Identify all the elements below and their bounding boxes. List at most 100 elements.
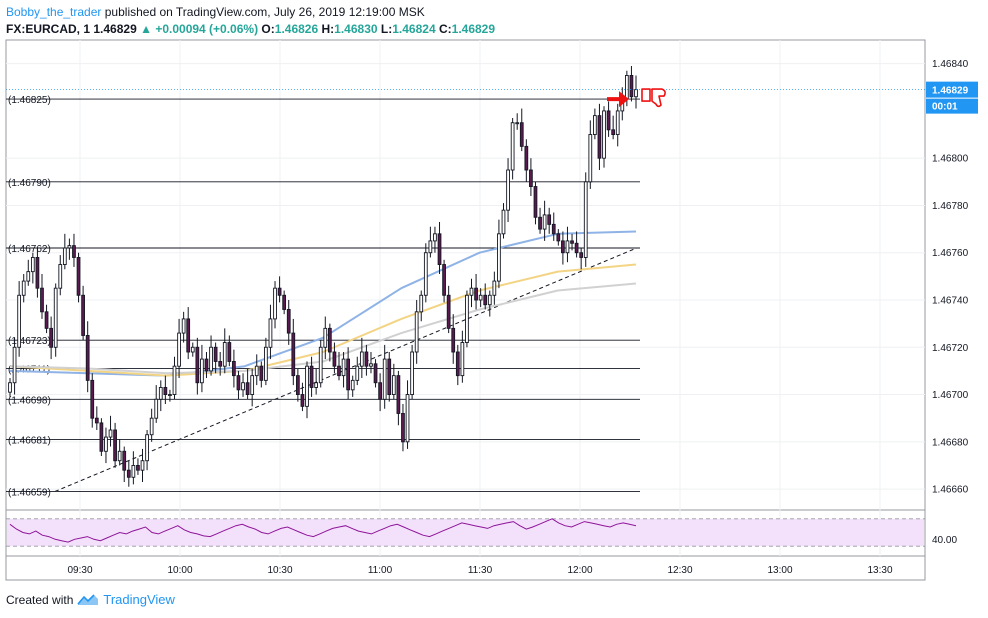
candle (35, 248, 40, 298)
candle (561, 231, 565, 265)
close-label: C: (438, 22, 452, 36)
y-tick-label: 1.46660 (932, 485, 969, 496)
high-value: 1.46830 (334, 22, 378, 36)
candle-body (510, 122, 515, 171)
candle-body (122, 450, 127, 471)
y-tick-label: 1.46720 (932, 343, 969, 354)
candle-body (542, 214, 547, 230)
candle (58, 255, 63, 296)
level-label: (1.46659) (8, 487, 51, 498)
candle-body (53, 287, 58, 348)
candle-body (624, 75, 629, 100)
author-link[interactable]: Bobby_the_trader (6, 5, 102, 19)
candle-body (634, 89, 638, 98)
candle (282, 290, 287, 315)
x-tick-label: 13:00 (767, 565, 792, 576)
candle-body (104, 436, 108, 452)
candle (327, 323, 332, 362)
ohlc-legend: FX:EURCAD, 1 1.46829 ▲ +0.00094 (+0.06%)… (6, 22, 495, 36)
candle (565, 226, 570, 263)
candle (583, 172, 588, 267)
candle (268, 304, 273, 360)
low-label: L: (380, 22, 393, 36)
candle-body (378, 382, 382, 400)
high-label: H: (321, 22, 335, 36)
candle (209, 335, 213, 376)
trendline[interactable] (54, 247, 637, 492)
fast-moving-average (9, 230, 637, 377)
candle (533, 181, 538, 225)
candle (309, 356, 314, 397)
y-tick-label: 1.46760 (932, 248, 969, 259)
candle (497, 219, 501, 289)
candle (401, 404, 405, 452)
candle-body (264, 346, 268, 381)
candle (181, 311, 186, 343)
candle (501, 203, 506, 239)
candle-body (327, 327, 332, 353)
level-label: (1.46762) (8, 244, 51, 255)
candle-body (455, 351, 460, 377)
candle (245, 368, 250, 400)
candle (17, 281, 22, 357)
tradingview-brand-link[interactable]: TradingView (103, 592, 175, 607)
candle-body (474, 287, 478, 301)
x-tick-label: 10:00 (167, 565, 192, 576)
candle-body (314, 382, 319, 388)
candle (236, 370, 241, 400)
candles (8, 66, 638, 487)
candle (99, 418, 104, 456)
candle-body (186, 318, 191, 353)
candle-body (254, 365, 259, 377)
candle-body (286, 309, 291, 334)
candle (163, 375, 168, 404)
candle-body (72, 245, 76, 258)
candle-body (8, 382, 12, 393)
candle-body (410, 351, 414, 395)
candle-body (158, 387, 163, 400)
candle-body (364, 351, 369, 367)
candle-body (44, 311, 49, 329)
close-value: 1.46829 (451, 22, 496, 36)
candle-body (451, 327, 456, 353)
symbol-label[interactable]: FX:EURCAD, 1 (6, 22, 91, 36)
candle-body (442, 264, 446, 296)
candle (8, 378, 12, 397)
footer: Created with TradingView (6, 592, 175, 607)
candle (136, 458, 140, 475)
candle (76, 252, 81, 303)
candle (158, 380, 163, 412)
candle (72, 233, 76, 267)
y-tick-label: 1.46700 (932, 390, 969, 401)
candle-body (21, 280, 26, 296)
candle-body (446, 294, 451, 329)
axes: 09:30 10:00 10:30 11:00 11:30 12:00 12:30 13:00… (67, 59, 968, 576)
candle-body (282, 294, 287, 310)
candle (615, 103, 620, 147)
candle-body (250, 375, 255, 395)
open-label: O: (261, 22, 275, 36)
candle-body (419, 294, 424, 313)
candle (446, 285, 451, 334)
candle-body (533, 186, 538, 218)
candle (318, 340, 323, 388)
candle-body (538, 216, 542, 230)
countdown-label: 00:01 (932, 102, 958, 113)
candle (465, 290, 469, 348)
candle (67, 238, 72, 260)
candle-body (497, 233, 501, 282)
candle-body (341, 358, 346, 377)
created-with-text: Created with (6, 592, 74, 607)
candle-body (551, 223, 556, 235)
candle (104, 427, 108, 464)
candle-body (629, 75, 634, 98)
trendline-line (54, 247, 637, 492)
candle-body (428, 240, 433, 254)
horizontal-levels: (1.46825) (1.46790) (1.46762) (1.46723) (1.4… (6, 95, 640, 498)
candle-body (76, 257, 81, 296)
candle-body (177, 332, 181, 367)
candle (355, 356, 360, 386)
publish-text: published on TradingView.com, July 26, 2… (104, 5, 425, 19)
candle (428, 226, 433, 258)
